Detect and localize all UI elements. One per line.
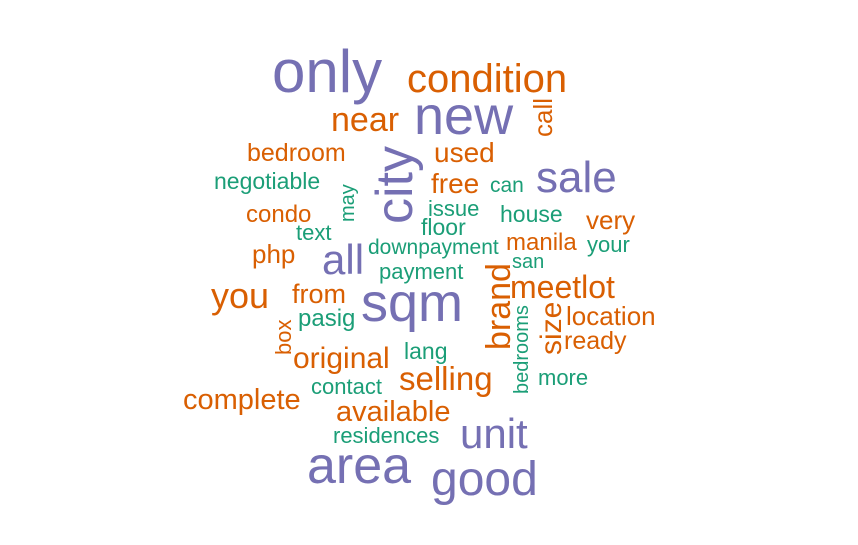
word-used: used [434,137,495,168]
word-can: can [490,174,524,197]
word-only: only [272,38,383,105]
word-negotiable: negotiable [214,168,321,194]
word-free: free [431,168,480,199]
word-box: box [271,319,296,355]
word-downpayment: downpayment [368,236,499,259]
word-more: more [538,365,589,390]
word-manila: manila [506,229,577,256]
word-unit: unit [460,410,528,457]
word-condo: condo [246,201,312,228]
word-sqm: sqm [361,273,464,333]
word-lang: lang [404,338,448,364]
word-your: your [587,232,630,257]
word-condition: condition [407,57,568,101]
word-good: good [431,453,538,506]
word-house: house [500,201,563,227]
word-all: all [322,236,365,283]
word-issue: issue [428,196,480,221]
word-bedroom: bedroom [247,139,346,167]
word-may: may [337,184,359,222]
word-residences: residences [333,423,440,448]
word-complete: complete [183,384,301,416]
word-area: area [307,437,412,495]
word-php: php [252,239,296,269]
word-floor: floor [421,214,466,240]
word-city: city [366,146,424,224]
word-very: very [586,205,636,235]
word-from: from [292,279,346,309]
word-you: you [211,275,270,316]
word-size: size [535,301,568,355]
word-meetlot: meetlot [510,269,615,305]
word-selling: selling [399,360,493,397]
word-pasig: pasig [298,305,356,332]
word-contact: contact [311,374,382,399]
word-new: new [414,86,514,146]
word-location: location [566,301,656,331]
word-original: original [293,342,390,375]
word-available: available [336,396,451,428]
word-text: text [296,220,332,245]
word-sale: sale [536,153,617,202]
word-san: san [512,251,545,273]
word-ready: ready [564,327,627,355]
word-call: call [528,97,558,137]
word-near: near [331,101,400,139]
word-payment: payment [379,259,464,284]
word-bedrooms: bedrooms [511,305,533,394]
